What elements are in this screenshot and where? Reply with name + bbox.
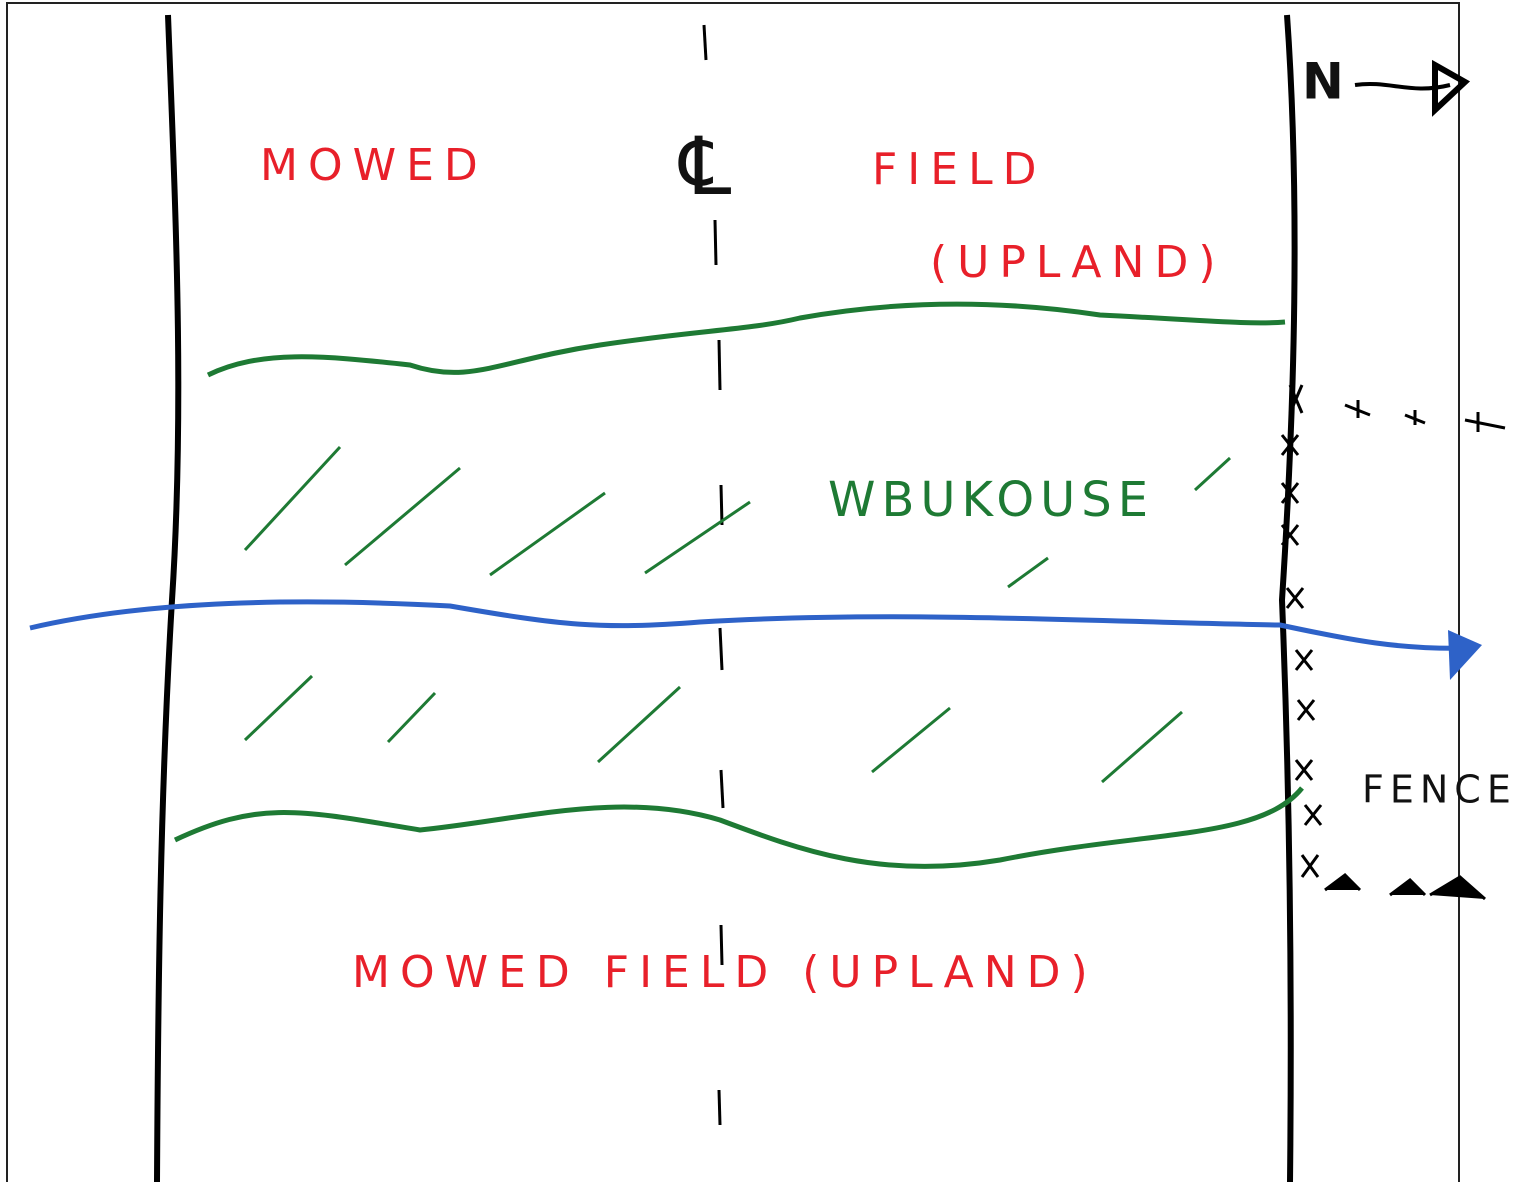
- fence: [1280, 384, 1506, 901]
- wetland-boundary: [206, 301, 1286, 378]
- stream-arrow: [1448, 630, 1482, 680]
- left-edge: [154, 14, 182, 1182]
- stream: [29, 599, 1471, 651]
- label: MOWED FIELD (UPLAND): [352, 947, 1098, 998]
- centerline-symbol: ℄: [678, 120, 732, 213]
- label: (UPLAND): [930, 237, 1226, 288]
- right-edge: [1278, 14, 1298, 1182]
- wetland-boundary: [173, 786, 1304, 869]
- north-arrow-head: [1432, 59, 1471, 117]
- frame: [6, 2, 1460, 1182]
- label: FIELD: [872, 144, 1046, 195]
- label: WBUKOUSE: [828, 472, 1154, 528]
- centerline: [702, 24, 725, 1126]
- hatching: [243, 445, 1232, 784]
- label: MOWED: [260, 140, 488, 191]
- fence-label: FENCE: [1362, 768, 1517, 812]
- north-label: N: [1302, 53, 1344, 111]
